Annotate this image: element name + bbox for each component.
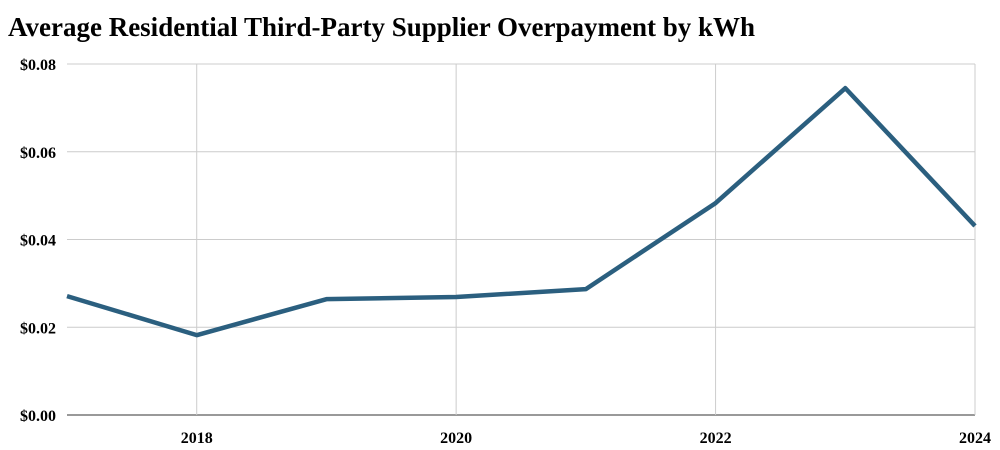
x-tick-label: 2022 bbox=[700, 430, 732, 447]
x-tick-label: 2018 bbox=[181, 430, 213, 447]
y-tick-label: $0.02 bbox=[20, 320, 56, 337]
x-tick-label: 2024 bbox=[959, 430, 991, 447]
chart-title: Average Residential Third-Party Supplier… bbox=[8, 12, 755, 42]
y-tick-label: $0.08 bbox=[20, 57, 56, 74]
y-tick-label: $0.04 bbox=[20, 233, 56, 250]
y-tick-label: $0.06 bbox=[20, 145, 56, 162]
x-tick-label: 2020 bbox=[440, 430, 472, 447]
data-line bbox=[66, 85, 977, 338]
y-tick-label: $0.00 bbox=[20, 408, 56, 425]
